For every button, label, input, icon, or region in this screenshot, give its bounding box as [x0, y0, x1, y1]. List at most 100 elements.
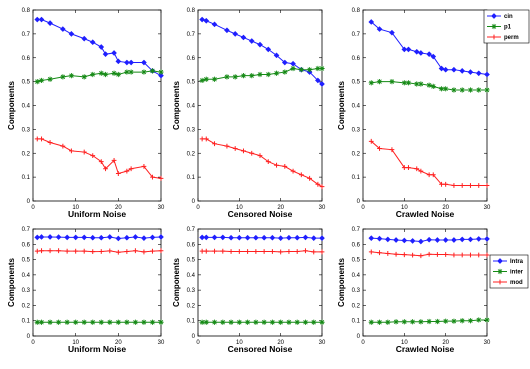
data-point [368, 138, 374, 144]
data-point [409, 238, 416, 244]
data-point [253, 249, 259, 254]
legend-label: Intra [510, 259, 524, 265]
x-tick-label: 10 [401, 205, 408, 211]
data-point [81, 74, 87, 80]
data-point [224, 143, 230, 149]
data-point [115, 71, 121, 78]
data-point [248, 38, 255, 44]
y-tick-label: 0.4 [22, 273, 31, 279]
series-mod [368, 249, 490, 259]
data-point [418, 50, 424, 56]
data-point [98, 159, 104, 165]
data-point [141, 249, 147, 255]
data-point [253, 319, 259, 325]
y-tick-label: 0.7 [352, 32, 361, 38]
data-point [451, 87, 457, 93]
legend-label: inter [510, 270, 524, 276]
data-point [484, 87, 490, 93]
data-point [298, 172, 304, 178]
data-point [281, 59, 288, 66]
y-axis-label: Components [337, 258, 346, 307]
series-p1 [199, 65, 325, 84]
y-tick-label: 0.4 [22, 104, 31, 110]
x-tick-label: 0 [361, 205, 365, 211]
data-point [269, 319, 275, 325]
data-point [430, 172, 436, 178]
data-point [389, 147, 395, 153]
series-mod [199, 248, 325, 255]
data-point [484, 236, 490, 242]
data-point [298, 67, 304, 73]
legend-entry: mod [493, 279, 523, 286]
data-point [68, 73, 74, 79]
data-point [98, 44, 105, 50]
data-point [56, 319, 62, 325]
x-axis-label: Uniform Noise [68, 344, 126, 354]
data-point [303, 248, 308, 254]
data-point [476, 183, 482, 188]
data-point [212, 248, 217, 254]
y-axis-label: Components [172, 258, 181, 307]
y-axis-label: Components [172, 81, 181, 130]
data-point [232, 31, 239, 37]
data-point [124, 319, 130, 325]
data-point [315, 65, 321, 72]
data-point [438, 65, 445, 72]
data-point [115, 249, 121, 255]
y-tick-label: 0.3 [187, 127, 196, 133]
data-point [106, 234, 113, 240]
y-tick-label: 0.3 [352, 127, 361, 133]
data-point [439, 181, 444, 187]
data-point [376, 26, 383, 32]
y-axis-label: Components [337, 81, 346, 130]
data-point [467, 69, 474, 75]
data-point [319, 65, 325, 72]
data-point [467, 318, 474, 324]
data-point [307, 67, 313, 73]
data-point [199, 234, 205, 241]
y-tick-label: 0.8 [22, 8, 31, 14]
data-point [115, 235, 122, 242]
data-point [64, 319, 70, 325]
data-point [228, 319, 234, 325]
y-tick-label: 0.2 [187, 151, 196, 157]
data-point [467, 87, 474, 93]
data-point [124, 69, 130, 75]
data-point [68, 31, 75, 37]
data-point [111, 70, 117, 76]
series-cin [34, 16, 164, 79]
data-point [73, 248, 79, 254]
data-point [468, 183, 473, 188]
data-point [38, 319, 45, 325]
data-point [311, 249, 317, 255]
series-mod [34, 248, 164, 255]
data-point [418, 168, 424, 174]
legend-entry: perm [487, 34, 519, 41]
data-point [199, 248, 205, 254]
data-point [273, 52, 280, 59]
series-p1 [34, 68, 164, 85]
data-point [219, 234, 226, 241]
data-point [199, 77, 205, 84]
data-point [286, 319, 292, 325]
data-point [368, 19, 375, 25]
data-point [393, 237, 399, 243]
data-point [384, 236, 391, 243]
data-point [81, 149, 87, 155]
y-tick-label: 0.7 [187, 32, 196, 38]
data-point [150, 248, 155, 254]
data-point [56, 248, 61, 254]
y-tick-label: 0.5 [352, 258, 361, 264]
data-point [38, 16, 45, 23]
data-point [102, 51, 109, 57]
legend: Intra inter mod [489, 254, 529, 289]
x-axis-label: Crawled Noise [396, 344, 455, 354]
data-point [158, 234, 164, 240]
data-point [443, 318, 449, 324]
series-inter [199, 319, 325, 325]
data-point [476, 252, 482, 258]
y-tick-label: 0.1 [187, 175, 196, 181]
data-point [443, 86, 449, 92]
data-point [34, 248, 40, 254]
data-point [430, 83, 436, 89]
